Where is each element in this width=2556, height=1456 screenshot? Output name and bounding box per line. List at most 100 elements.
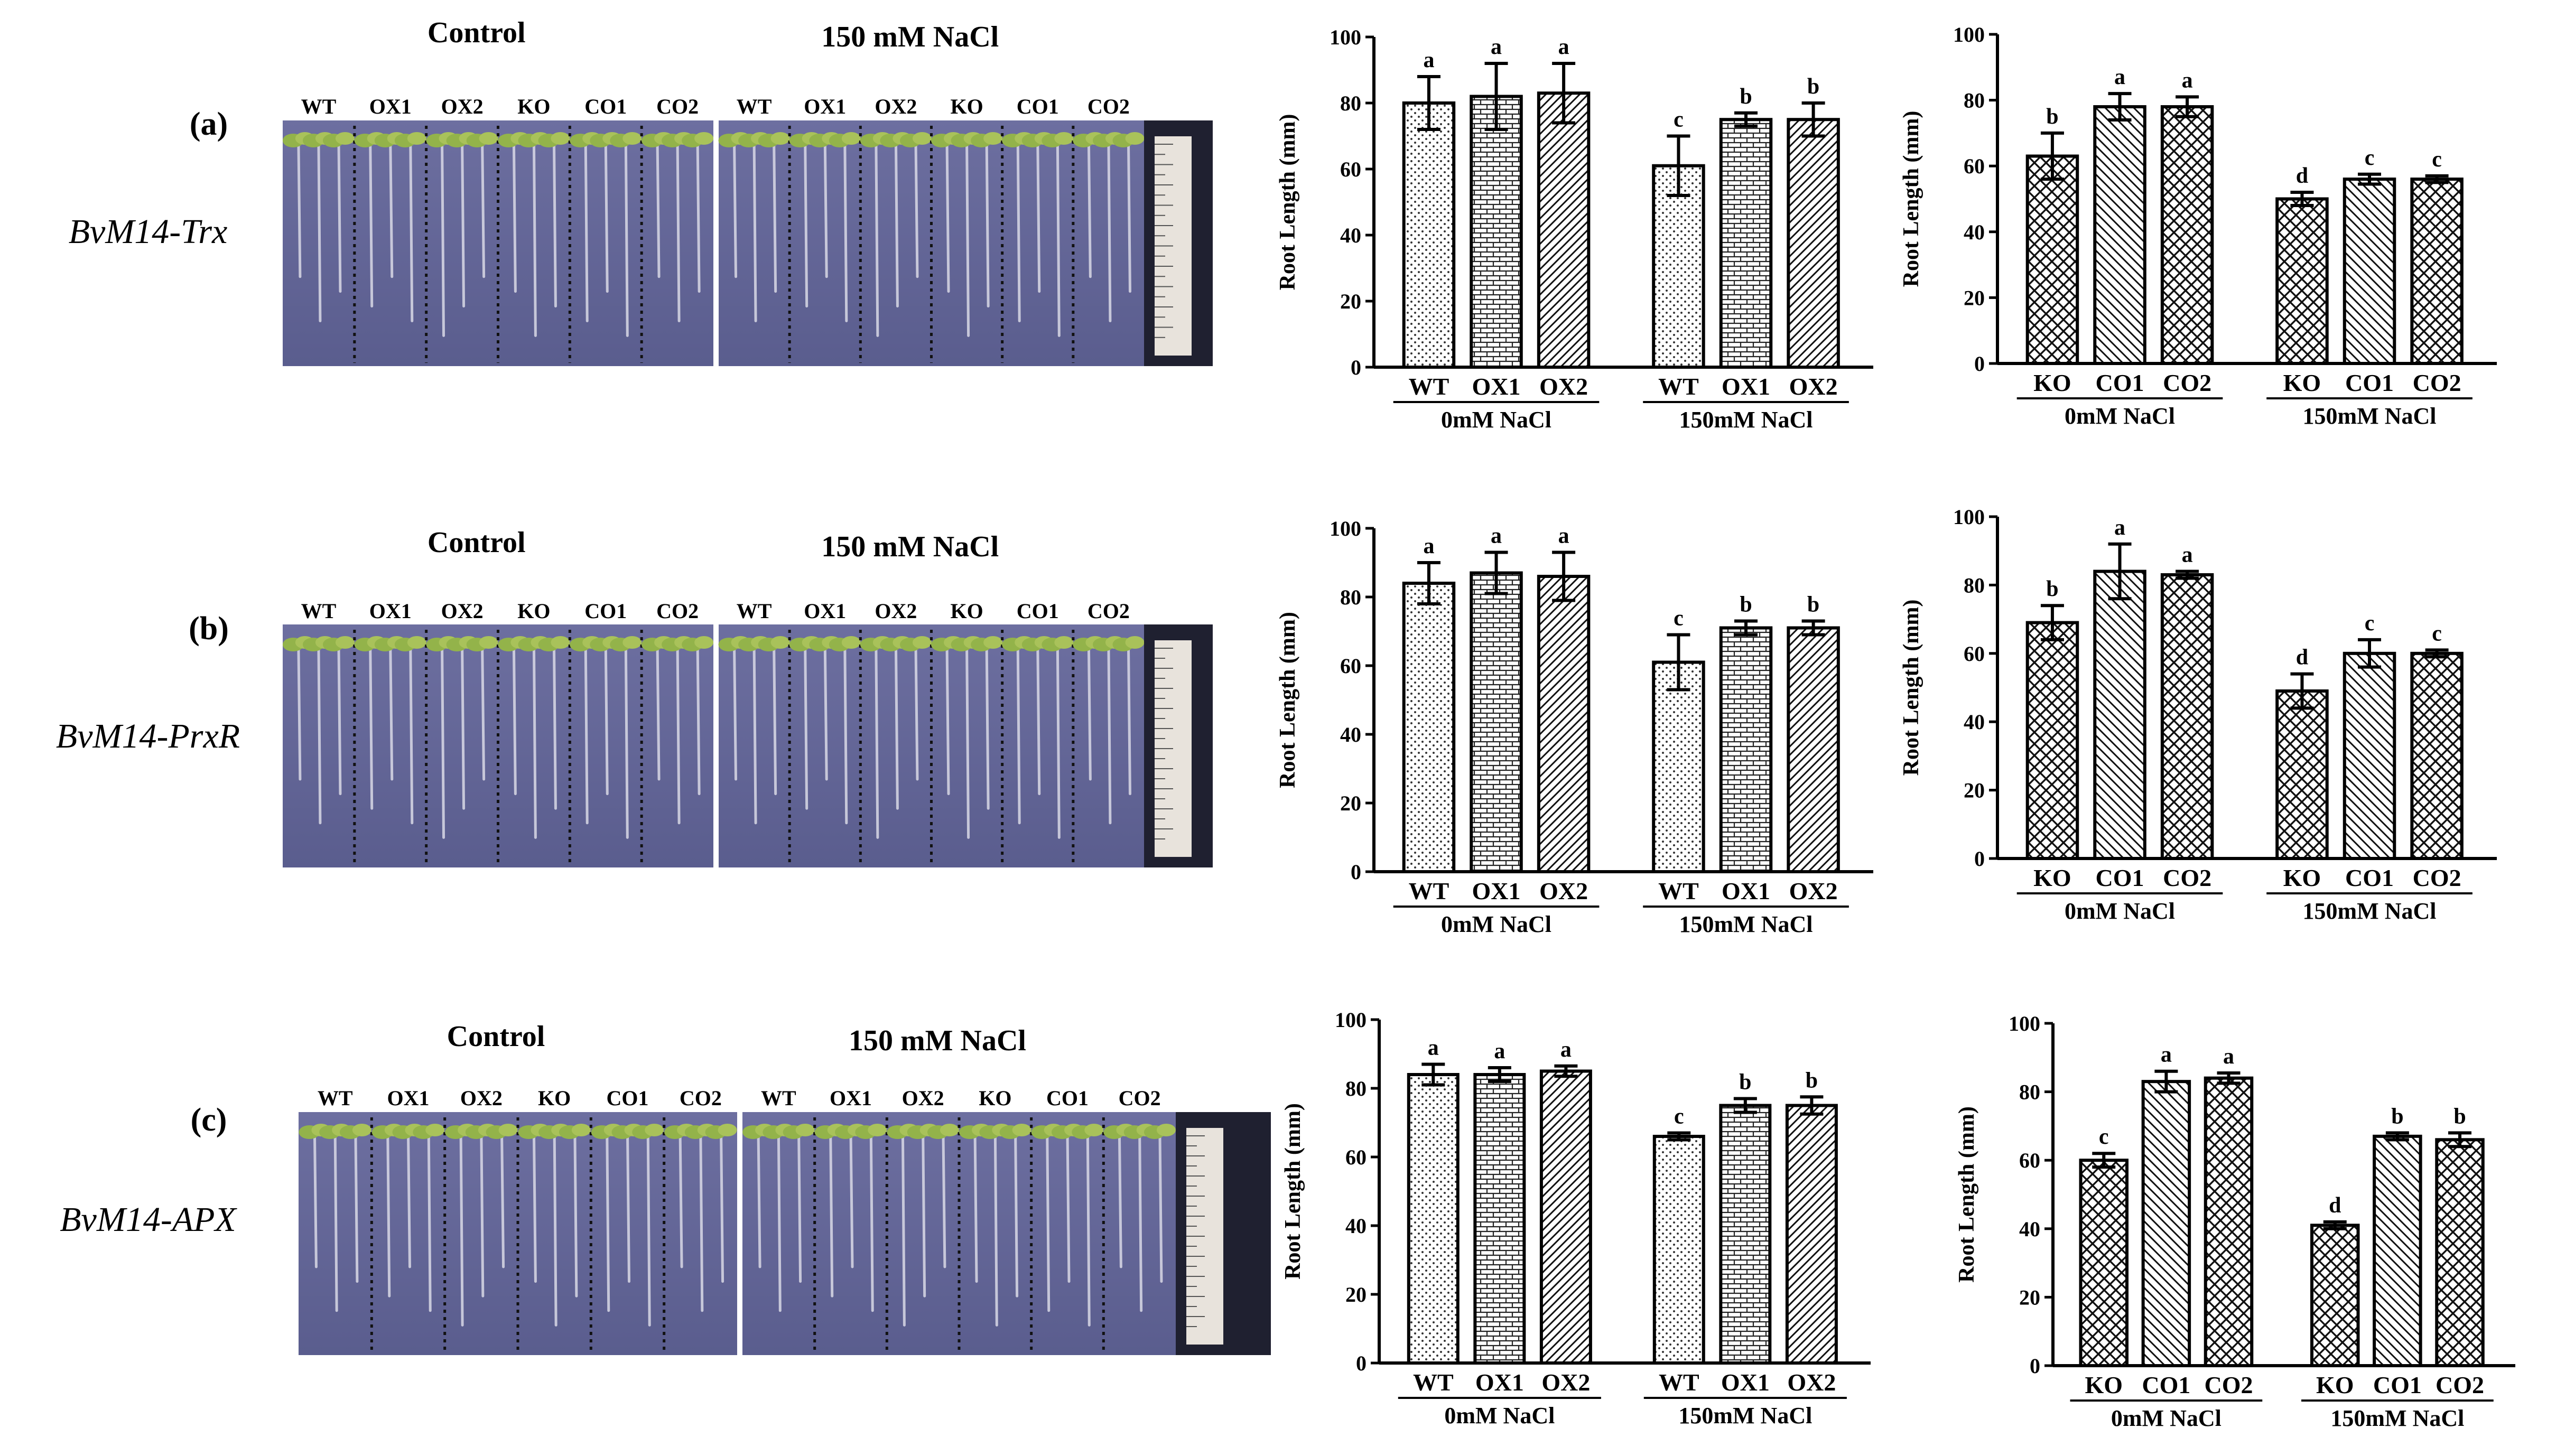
- group-label: 150mM NaCl: [1679, 407, 1813, 433]
- y-tick-label: 80: [1964, 573, 1985, 597]
- y-tick-label: 80: [1340, 585, 1361, 609]
- panel-label: (c): [191, 1102, 227, 1138]
- significance-letter: c: [2365, 611, 2375, 636]
- significance-letter: a: [1560, 1038, 1572, 1062]
- error-bar: [1800, 1095, 1824, 1116]
- error-bar: [1417, 75, 1440, 131]
- line-label: CO1: [584, 599, 627, 623]
- x-tick-label: KO: [2283, 864, 2321, 891]
- error-bar: [1734, 619, 1758, 637]
- line-label: OX1: [804, 95, 846, 118]
- x-tick-label: OX1: [1475, 1369, 1524, 1396]
- significance-letter: b: [1740, 85, 1752, 109]
- line-label: CO2: [656, 599, 699, 623]
- bar: [1539, 1069, 1592, 1365]
- seedling-photo-salt: [742, 1112, 1176, 1355]
- error-bar: [2358, 172, 2382, 186]
- x-tick-label: KO: [2033, 864, 2071, 891]
- salt-label: 150 mM NaCl: [849, 1024, 1026, 1057]
- bar: [2025, 154, 2079, 365]
- significance-letter: b: [1740, 593, 1752, 617]
- y-tick-label: 80: [2019, 1080, 2040, 1104]
- y-tick-label: 100: [1330, 25, 1361, 49]
- x-tick-label: OX2: [1789, 373, 1838, 400]
- line-label: CO1: [1017, 95, 1059, 118]
- y-tick-label: 40: [1964, 710, 1985, 734]
- x-tick-label: CO1: [2142, 1371, 2190, 1398]
- line-label: WT: [318, 1086, 353, 1110]
- bar: [1470, 571, 1523, 873]
- x-tick-label: OX2: [1787, 1369, 1836, 1396]
- error-bar: [1552, 550, 1576, 602]
- error-bar: [1488, 1066, 1511, 1083]
- significance-letter: a: [2114, 516, 2125, 540]
- y-tick-label: 40: [1340, 223, 1361, 247]
- error-bar: [1801, 101, 1825, 138]
- x-tick-label: CO2: [2413, 864, 2461, 891]
- line-label: OX1: [804, 599, 846, 623]
- error-bar: [2108, 92, 2132, 122]
- significance-letter: b: [1806, 1068, 1818, 1093]
- significance-letter: a: [1558, 35, 1569, 59]
- bar: [1787, 626, 1840, 873]
- bar: [1537, 91, 1591, 369]
- line-label: CO2: [656, 95, 699, 118]
- significance-letter: b: [1807, 593, 1819, 617]
- line-label: OX2: [460, 1086, 503, 1110]
- panel-row-1: (b) BvM14-PrxR Control 150 mM NaCl WT OX1 OX2 K…: [56, 526, 1213, 867]
- bar: [1652, 660, 1705, 873]
- error-bar: [2108, 542, 2132, 601]
- y-tick-label: 80: [1345, 1077, 1367, 1100]
- control-label: Control: [447, 1020, 545, 1053]
- line-label: OX1: [369, 95, 412, 118]
- line-label: CO2: [1088, 95, 1130, 118]
- y-tick-label: 0: [2030, 1354, 2040, 1378]
- y-axis-label: Root Length (mm): [1276, 612, 1300, 788]
- y-tick-label: 40: [1964, 220, 1985, 244]
- bar: [2373, 1134, 2422, 1368]
- x-tick-label: CO1: [2096, 369, 2144, 396]
- x-tick-label: OX1: [1472, 878, 1521, 904]
- bar: [2093, 105, 2146, 365]
- bar: [2204, 1076, 2254, 1368]
- bar: [1719, 626, 1773, 873]
- x-tick-label: OX1: [1472, 373, 1521, 400]
- significance-letter: a: [2182, 68, 2193, 92]
- x-tick-label: CO2: [2436, 1371, 2484, 1398]
- y-axis-label: Root Length (mm): [1955, 1106, 1979, 1283]
- group-label: 150mM NaCl: [2303, 898, 2437, 924]
- control-label: Control: [427, 526, 526, 559]
- y-axis-label: Root Length (mm): [1899, 111, 1923, 287]
- x-tick-label: CO1: [2345, 864, 2394, 891]
- x-tick-label: WT: [1658, 878, 1699, 904]
- bar: [1652, 1135, 1705, 1365]
- y-axis-label: Root Length (mm): [1899, 600, 1923, 776]
- significance-letter: a: [1494, 1039, 1505, 1063]
- significance-letter: a: [1558, 524, 1569, 548]
- significance-letter: c: [1674, 606, 1684, 631]
- significance-letter: b: [2046, 577, 2058, 601]
- error-bar: [2040, 604, 2064, 641]
- y-tick-label: 20: [1340, 791, 1361, 815]
- error-bar: [1667, 633, 1690, 692]
- y-tick-label: 60: [1340, 157, 1361, 181]
- x-tick-label: OX1: [1721, 1369, 1770, 1396]
- y-tick-label: 60: [2019, 1149, 2040, 1172]
- significance-letter: a: [1491, 35, 1502, 59]
- error-bar: [2290, 672, 2314, 710]
- x-tick-label: KO: [2033, 369, 2071, 396]
- bar-chart-b-ox: 0 20 40 60 80 100 Root Length (mm) a WT a OX1 a OX2 0…: [1276, 517, 1873, 937]
- x-tick-label: KO: [2085, 1371, 2123, 1398]
- y-axis-label: Root Length (mm): [1276, 114, 1300, 291]
- significance-letter: b: [1739, 1070, 1751, 1095]
- y-tick-label: 60: [1964, 154, 1985, 178]
- bar: [1473, 1073, 1526, 1365]
- error-bar: [2040, 131, 2064, 181]
- group-label: 150mM NaCl: [1678, 1403, 1812, 1429]
- y-axis-label: Root Length (mm): [1281, 1103, 1305, 1280]
- line-label: OX1: [369, 599, 412, 623]
- group-label: 150mM NaCl: [2330, 1405, 2464, 1431]
- y-tick-label: 100: [1330, 517, 1361, 540]
- line-label: OX2: [902, 1086, 944, 1110]
